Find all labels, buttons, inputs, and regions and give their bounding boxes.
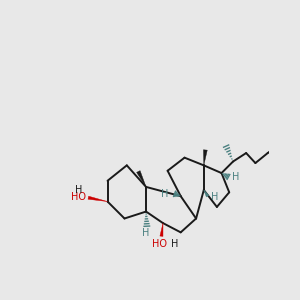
Text: H: H <box>142 228 149 238</box>
Text: H: H <box>171 238 178 248</box>
Text: H: H <box>161 189 168 199</box>
Text: HO: HO <box>152 238 167 248</box>
Polygon shape <box>160 223 163 236</box>
Text: H: H <box>75 185 82 195</box>
Text: H: H <box>232 172 239 182</box>
Polygon shape <box>204 190 209 197</box>
Text: HO: HO <box>71 192 86 202</box>
Polygon shape <box>88 196 108 202</box>
Polygon shape <box>203 150 207 165</box>
Polygon shape <box>136 171 146 187</box>
Text: H: H <box>211 192 218 202</box>
